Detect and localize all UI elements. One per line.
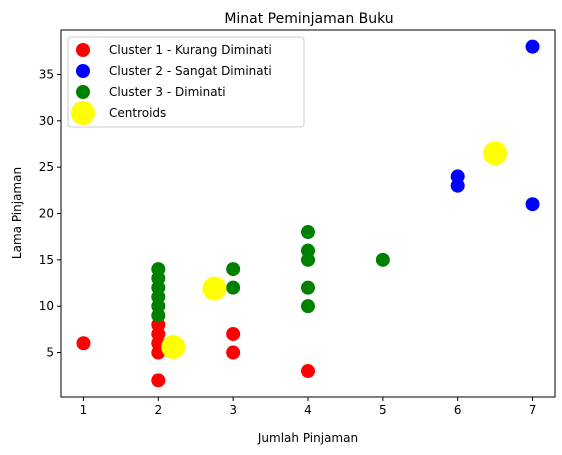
y-tick-label: 10 <box>39 299 54 313</box>
legend-marker <box>71 101 95 125</box>
y-axis: 5 10 15 20 25 30 35 <box>39 67 61 360</box>
x-tick-label: 7 <box>529 403 537 417</box>
x-axis-label: Jumlah Pinjaman <box>257 431 358 445</box>
y-tick-label: 30 <box>39 114 54 128</box>
point-cluster-1-kurang-diminati <box>301 364 315 379</box>
chart-title: Minat Peminjaman Buku <box>224 11 393 27</box>
point-cluster-3-diminati <box>375 252 390 267</box>
point-cluster-1-kurang-diminati <box>151 373 166 388</box>
points-layer <box>76 39 540 388</box>
point-centroids <box>161 334 186 359</box>
y-tick-label: 5 <box>46 346 54 360</box>
point-cluster-1-kurang-diminati <box>226 326 241 341</box>
point-cluster-3-diminati <box>301 299 315 314</box>
point-cluster-2-sangat-diminati <box>450 169 465 184</box>
y-tick-label: 20 <box>39 207 54 221</box>
point-cluster-3-diminati <box>226 280 241 295</box>
y-axis-label: Lama Pinjaman <box>10 167 24 259</box>
x-tick-label: 5 <box>379 403 387 417</box>
y-tick-label: 15 <box>39 253 54 267</box>
legend-box <box>67 36 305 128</box>
point-cluster-1-kurang-diminati <box>76 336 91 351</box>
x-tick-label: 4 <box>304 403 312 417</box>
x-tick-label: 2 <box>154 403 162 417</box>
legend-label: Cluster 2 - Sangat Diminati <box>109 64 272 78</box>
y-tick-label: 35 <box>39 67 54 81</box>
point-cluster-3-diminati <box>301 243 315 258</box>
point-cluster-1-kurang-diminati <box>226 345 241 360</box>
legend-label: Cluster 3 - Diminati <box>109 85 226 99</box>
x-axis: 1 2 3 4 5 6 7 <box>80 397 537 417</box>
legend-label: Centroids <box>109 106 166 120</box>
point-centroids <box>202 276 227 301</box>
x-tick-label: 6 <box>454 403 462 417</box>
legend-marker <box>76 43 90 57</box>
legend: Cluster 1 - Kurang Diminati Cluster 2 - S… <box>67 36 305 128</box>
point-cluster-3-diminati <box>151 262 166 277</box>
point-centroids <box>483 141 508 166</box>
point-cluster-2-sangat-diminati <box>525 197 540 212</box>
point-cluster-3-diminati <box>226 262 241 277</box>
legend-marker <box>76 64 90 78</box>
legend-marker <box>76 85 90 99</box>
point-cluster-3-diminati <box>301 225 315 240</box>
point-cluster-3-diminati <box>301 280 315 295</box>
y-tick-label: 25 <box>39 160 54 174</box>
x-tick-label: 3 <box>229 403 237 417</box>
x-tick-label: 1 <box>80 403 88 417</box>
point-cluster-2-sangat-diminati <box>525 39 540 54</box>
legend-label: Cluster 1 - Kurang Diminati <box>109 43 272 57</box>
